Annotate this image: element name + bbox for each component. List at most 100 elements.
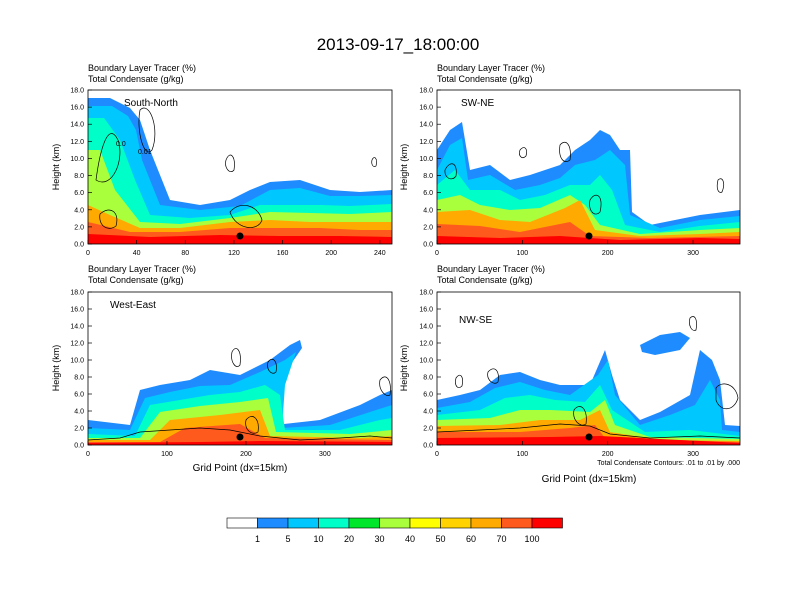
panel-subtitle: Total Condensate (g/kg) bbox=[88, 275, 184, 285]
colorbar-label: 30 bbox=[374, 534, 384, 544]
plot-area: West-East bbox=[87, 291, 393, 446]
y-tick-label: 14.0 bbox=[419, 324, 433, 331]
x-tick-label: 160 bbox=[277, 250, 289, 257]
x-tick-label: 120 bbox=[228, 250, 240, 257]
colorbar-swatch bbox=[318, 517, 350, 529]
y-tick-label: 14.0 bbox=[70, 122, 84, 129]
condensate-contour bbox=[444, 141, 724, 215]
x-tick-label: 0 bbox=[435, 451, 439, 458]
panel-subtitle: Total Condensate (g/kg) bbox=[437, 275, 533, 285]
tracer-region-100 bbox=[437, 236, 740, 244]
y-tick-label: 16.0 bbox=[70, 307, 84, 314]
x-tick-label: 200 bbox=[240, 451, 252, 458]
condensate-contour bbox=[231, 348, 391, 434]
axis-ticks: 0 100 200 300 0.0 2.0 4.0 6.0 8.0 10.0 12.0 14.0 16.… bbox=[419, 290, 699, 459]
axis-ticks: 0 40 80 120 160 200 240 0.0 2.0 4.0 6.0 8.0 10.0 12.0… bbox=[70, 88, 385, 258]
y-tick-label: 10.0 bbox=[70, 358, 84, 365]
location-marker bbox=[585, 232, 593, 240]
y-tick-label: 4.0 bbox=[74, 207, 84, 214]
tracer-region-20 bbox=[88, 118, 392, 244]
plot-frame bbox=[436, 89, 741, 245]
section-label: West-East bbox=[110, 300, 156, 311]
colorbar-swatch bbox=[257, 517, 289, 529]
y-tick-label: 2.0 bbox=[74, 426, 84, 433]
colorbar-swatch bbox=[440, 517, 472, 529]
panel-sw-ne: Boundary Layer Tracer (%) Total Condensa… bbox=[399, 63, 741, 257]
contour-label: 0.0 bbox=[116, 141, 126, 148]
x-tick-label: 200 bbox=[602, 451, 614, 458]
tracer-region-40 bbox=[88, 150, 392, 244]
condensate-contour bbox=[95, 107, 377, 229]
colorbar-label: 70 bbox=[496, 534, 506, 544]
y-tick-label: 10.0 bbox=[70, 156, 84, 163]
plot-area: 0.0 0.01 South-North bbox=[87, 89, 393, 245]
y-tick-label: 14.0 bbox=[70, 324, 84, 331]
y-tick-label: 12.0 bbox=[419, 341, 433, 348]
y-tick-label: 6.0 bbox=[423, 190, 433, 197]
plot-area: NW-SE bbox=[436, 291, 741, 446]
section-label: NW-SE bbox=[459, 315, 492, 326]
colorbar-label: 40 bbox=[405, 534, 415, 544]
plot-frame bbox=[87, 291, 393, 446]
x-tick-label: 100 bbox=[517, 451, 529, 458]
section-label: SW-NE bbox=[461, 98, 494, 109]
panel-title: Boundary Layer Tracer (%) bbox=[88, 63, 196, 73]
y-tick-label: 2.0 bbox=[74, 224, 84, 231]
x-tick-label: 200 bbox=[602, 250, 614, 257]
location-marker bbox=[236, 433, 244, 441]
y-tick-label: 4.0 bbox=[423, 409, 433, 416]
colorbar: 1 5 10 20 30 40 50 60 70 100 bbox=[226, 517, 563, 544]
y-tick-label: 16.0 bbox=[419, 307, 433, 314]
y-tick-label: 10.0 bbox=[419, 156, 433, 163]
colorbar-label: 5 bbox=[285, 534, 290, 544]
colorbar-swatch bbox=[531, 517, 563, 529]
y-tick-label: 0.0 bbox=[423, 443, 433, 450]
y-tick-label: 6.0 bbox=[423, 392, 433, 399]
y-axis-label: Height (km) bbox=[51, 144, 61, 191]
colorbar-label: 1 bbox=[255, 534, 260, 544]
tracer-region-100 bbox=[88, 441, 392, 445]
x-tick-label: 40 bbox=[133, 250, 141, 257]
colorbar-label: 50 bbox=[435, 534, 445, 544]
colorbar-label: 100 bbox=[524, 534, 539, 544]
y-tick-label: 4.0 bbox=[74, 409, 84, 416]
tracer-region-100 bbox=[437, 436, 740, 445]
panel-subtitle: Total Condensate (g/kg) bbox=[88, 74, 184, 84]
panel-title: Boundary Layer Tracer (%) bbox=[88, 264, 196, 274]
panel-nw-se: Boundary Layer Tracer (%) Total Condensa… bbox=[399, 264, 741, 485]
y-tick-label: 8.0 bbox=[423, 173, 433, 180]
colorbar-swatch bbox=[348, 517, 380, 529]
y-tick-label: 6.0 bbox=[74, 190, 84, 197]
y-tick-label: 16.0 bbox=[70, 105, 84, 112]
x-tick-label: 300 bbox=[687, 451, 699, 458]
terrain-outline bbox=[436, 423, 741, 439]
y-tick-label: 6.0 bbox=[74, 392, 84, 399]
plot-area: SW-NE bbox=[436, 89, 741, 245]
colorbar-swatch bbox=[287, 517, 319, 529]
panel-south-north: Boundary Layer Tracer (%) Total Condensa… bbox=[51, 63, 393, 258]
y-axis-label: Height (km) bbox=[399, 345, 409, 392]
y-tick-label: 14.0 bbox=[419, 122, 433, 129]
y-tick-label: 16.0 bbox=[419, 105, 433, 112]
y-tick-label: 8.0 bbox=[423, 375, 433, 382]
x-tick-label: 240 bbox=[374, 250, 386, 257]
y-tick-label: 0.0 bbox=[74, 443, 84, 450]
figure-title: 2013-09-17_18:00:00 bbox=[317, 35, 480, 54]
x-tick-label: 200 bbox=[325, 250, 337, 257]
panel-title: Boundary Layer Tracer (%) bbox=[437, 264, 545, 274]
x-tick-label: 80 bbox=[181, 250, 189, 257]
condensate-contour bbox=[455, 316, 739, 426]
x-tick-label: 0 bbox=[86, 451, 90, 458]
y-tick-label: 8.0 bbox=[74, 375, 84, 382]
y-tick-label: 4.0 bbox=[423, 207, 433, 214]
colorbar-label: 60 bbox=[466, 534, 476, 544]
location-marker bbox=[236, 232, 244, 240]
y-tick-label: 2.0 bbox=[423, 426, 433, 433]
x-axis-label: Grid Point (dx=15km) bbox=[542, 474, 637, 485]
plot-frame bbox=[436, 291, 741, 446]
location-marker bbox=[585, 433, 593, 441]
x-tick-label: 100 bbox=[517, 250, 529, 257]
x-tick-label: 0 bbox=[435, 250, 439, 257]
x-tick-label: 100 bbox=[161, 451, 173, 458]
